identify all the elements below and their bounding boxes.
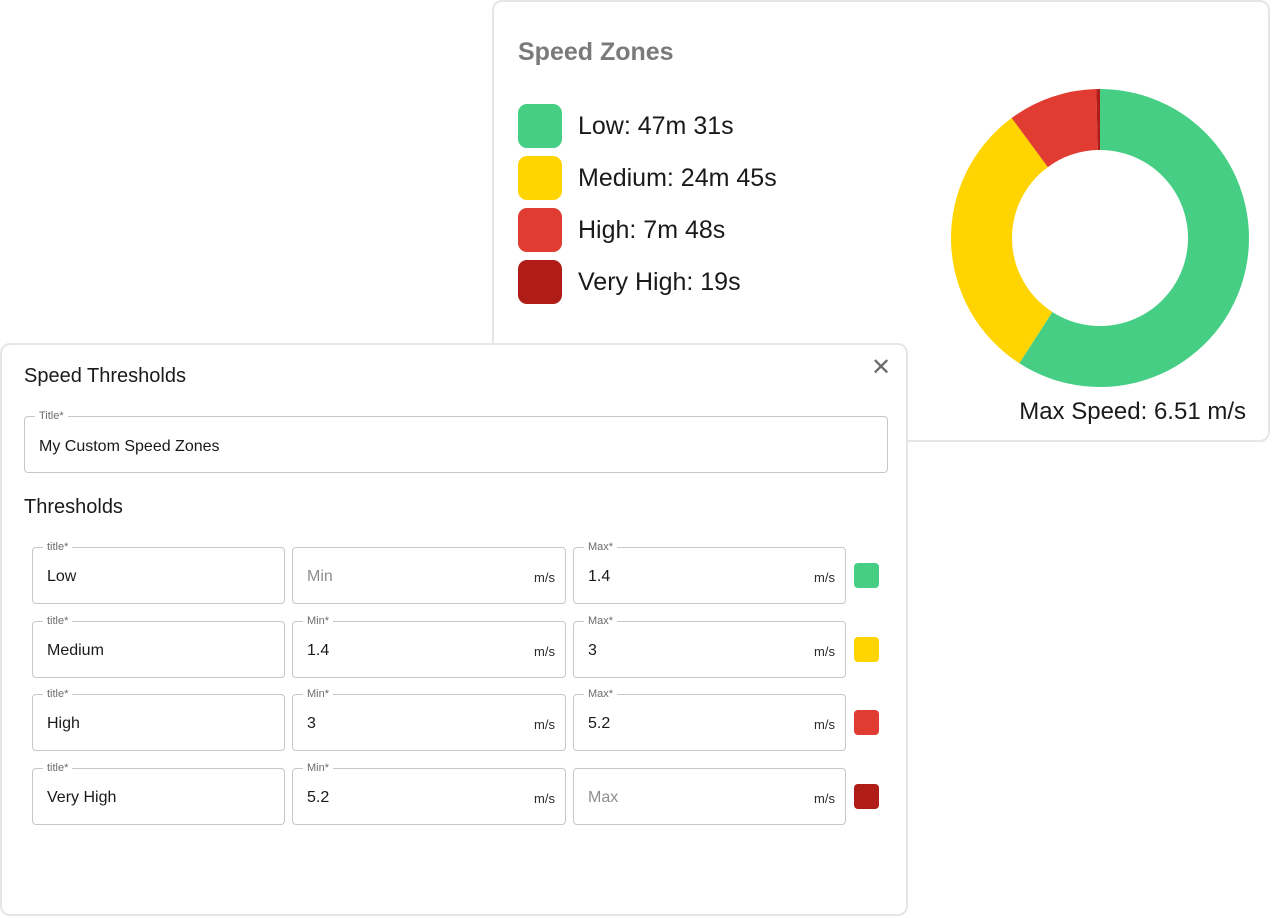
max-field-label: Max*	[584, 613, 618, 628]
speed-zones-title: Speed Zones	[518, 38, 674, 66]
min-field-low[interactable]: Min m/s	[292, 547, 566, 604]
unit-label: m/s	[814, 717, 835, 732]
title-field-value: Low	[47, 568, 77, 585]
title-field[interactable]: Title* My Custom Speed Zones	[24, 409, 888, 473]
speed-zones-legend: Low: 47m 31s Medium: 24m 45s High: 7m 48…	[518, 100, 777, 308]
min-field-value: 1.4	[307, 641, 330, 659]
title-field-label: title*	[43, 613, 73, 628]
max-field-value: 1.4	[588, 568, 611, 585]
title-field-label: title*	[43, 760, 73, 775]
legend-label-low: Low: 47m 31s	[578, 111, 734, 140]
legend-label-high: High: 7m 48s	[578, 215, 726, 244]
close-icon[interactable]: ✕	[870, 354, 892, 381]
title-field-value: High	[47, 715, 80, 732]
title-field-low[interactable]: title* Low	[32, 540, 285, 604]
min-field-very-high[interactable]: Min* 5.2 m/s	[292, 760, 566, 825]
max-field-placeholder: Max	[588, 788, 619, 806]
unit-label: m/s	[814, 570, 835, 585]
title-field-label: Title*	[35, 409, 68, 423]
max-field-value: 5.2	[588, 715, 611, 732]
speed-thresholds-dialog: Speed Thresholds ✕ Title* My Custom Spee…	[0, 343, 908, 916]
color-swatch-medium[interactable]	[854, 636, 879, 662]
min-field-medium[interactable]: Min* 1.4 m/s	[292, 613, 566, 678]
legend-label-very-high: Very High: 19s	[578, 267, 741, 296]
title-field-high[interactable]: title* High	[32, 687, 285, 751]
title-field-value: Very High	[47, 788, 117, 806]
thresholds-heading: Thresholds	[24, 496, 123, 518]
color-swatch-very-high[interactable]	[854, 783, 879, 809]
legend-swatch-medium	[518, 156, 562, 200]
unit-label: m/s	[534, 643, 555, 659]
title-field-very-high[interactable]: title* Very High	[32, 760, 285, 825]
min-field-label: Min*	[303, 613, 334, 628]
donut-slice-very-high	[1096, 89, 1100, 151]
legend-item-very-high: Very High: 19s	[518, 256, 777, 308]
max-field-low[interactable]: Max* 1.4 m/s	[573, 540, 846, 604]
min-field-value: 5.2	[307, 788, 330, 806]
speed-zones-donut-chart	[951, 89, 1249, 387]
min-field-placeholder: Min	[307, 568, 333, 585]
title-field-label: title*	[43, 687, 73, 701]
legend-swatch-very-high	[518, 260, 562, 304]
unit-label: m/s	[534, 717, 555, 732]
max-field-label: Max*	[584, 687, 618, 701]
max-field-high[interactable]: Max* 5.2 m/s	[573, 687, 846, 751]
max-field-value: 3	[588, 641, 597, 659]
legend-swatch-high	[518, 208, 562, 252]
unit-label: m/s	[814, 643, 835, 659]
unit-label: m/s	[814, 790, 835, 806]
max-field-very-high[interactable]: Max m/s	[573, 767, 846, 825]
legend-item-medium: Medium: 24m 45s	[518, 152, 777, 204]
donut-slice-low	[1019, 89, 1249, 387]
unit-label: m/s	[534, 790, 555, 806]
legend-swatch-low	[518, 104, 562, 148]
legend-item-high: High: 7m 48s	[518, 204, 777, 256]
title-field-value: Medium	[47, 641, 104, 659]
legend-label-medium: Medium: 24m 45s	[578, 163, 777, 192]
color-swatch-low[interactable]	[854, 563, 879, 588]
max-field-label: Max*	[584, 540, 618, 554]
max-speed-readout: Max Speed: 6.51 m/s	[1019, 398, 1246, 425]
title-field-label: title*	[43, 540, 73, 554]
donut-slice-medium	[951, 117, 1053, 364]
title-field-value: My Custom Speed Zones	[39, 438, 220, 455]
unit-label: m/s	[534, 570, 555, 585]
min-field-label: Min*	[303, 760, 334, 775]
donut-slice-high	[1011, 89, 1098, 168]
color-swatch-high[interactable]	[854, 710, 879, 735]
title-field-medium[interactable]: title* Medium	[32, 613, 285, 678]
max-field-medium[interactable]: Max* 3 m/s	[573, 613, 846, 678]
dialog-title: Speed Thresholds	[24, 365, 186, 387]
min-field-value: 3	[307, 715, 316, 732]
min-field-high[interactable]: Min* 3 m/s	[292, 687, 566, 751]
legend-item-low: Low: 47m 31s	[518, 100, 777, 152]
min-field-label: Min*	[303, 687, 334, 701]
